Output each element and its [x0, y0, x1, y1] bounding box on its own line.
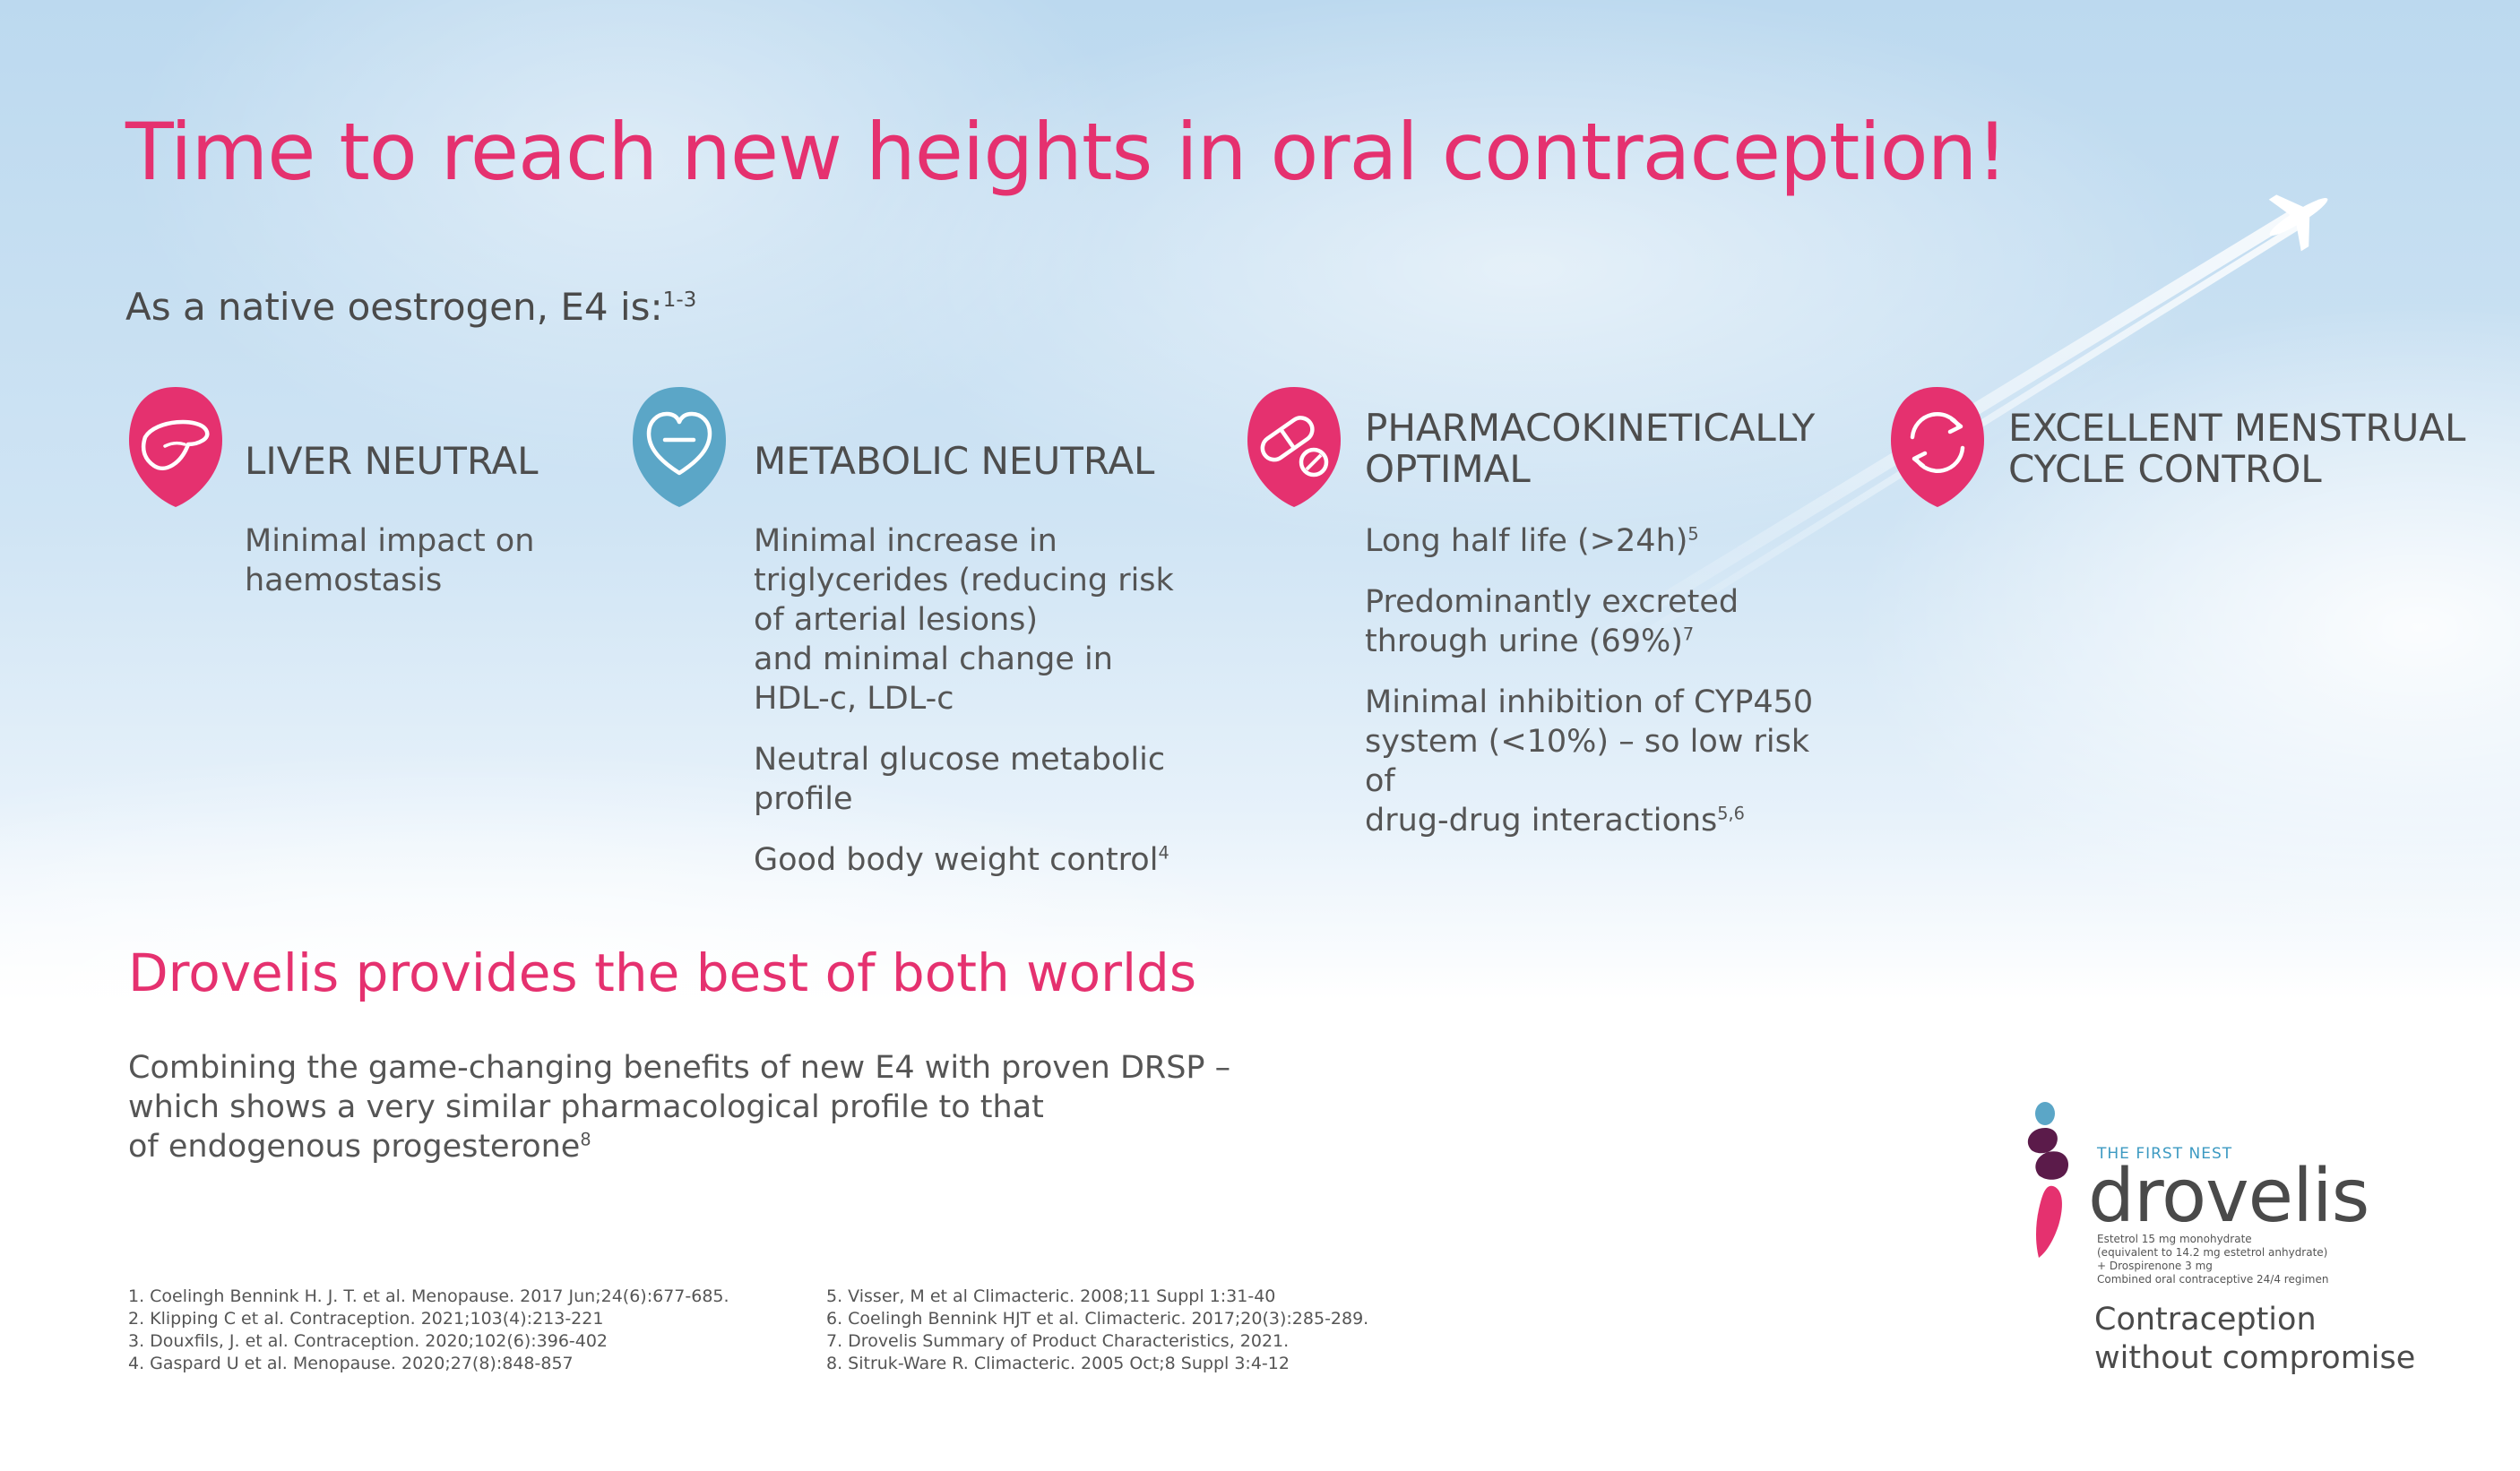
drovelis-logo-mark — [2027, 1102, 2069, 1258]
feature-title-pharmacokinetic: PHARMACOKINETICALLY OPTIMAL — [1365, 406, 1816, 491]
feature-body-liver: Minimal impact on haemostasis — [245, 523, 535, 598]
logo-tagline-small: THE FIRST NEST — [2097, 1145, 2233, 1163]
references-right: 5. Visser, M et al Climacteric. 2008;11 … — [826, 1286, 1368, 1375]
brand-tagline: Contraception without compromise — [2094, 1302, 2416, 1376]
reference-item: 1. Coelingh Bennink H. J. T. et al. Meno… — [128, 1286, 729, 1306]
page-title: Time to reach new heights in oral contra… — [125, 106, 2008, 198]
feature-pharmacokinetically-optimal — [1244, 383, 1344, 514]
feature-cycle-control — [1887, 383, 1988, 514]
logo-wordmark: drovelis — [2088, 1154, 2369, 1239]
feature-liver-neutral — [125, 383, 226, 514]
feature-title-metabolic: METABOLIC NEUTRAL — [754, 439, 1155, 483]
feature-metabolic-neutral — [629, 383, 729, 514]
reference-item: 3. Douxfils, J. et al. Contraception. 20… — [128, 1331, 608, 1351]
liver-icon — [129, 387, 222, 507]
cycle-arrows-icon — [1891, 387, 1984, 507]
heart-minus-icon — [633, 387, 726, 507]
logo-product-info: Estetrol 15 mg monohydrate (equivalent t… — [2097, 1233, 2329, 1286]
reference-item: 5. Visser, M et al Climacteric. 2008;11 … — [826, 1286, 1276, 1306]
feature-body-pharmacokinetic: Long half life (>24h)5 Predominantly exc… — [1365, 523, 1814, 839]
pill-icon — [1247, 387, 1341, 507]
intro-text: As a native oestrogen, E4 is:1-3 — [125, 285, 697, 329]
reference-item: 4. Gaspard U et al. Menopause. 2020;27(8… — [128, 1354, 574, 1373]
reference-item: 6. Coelingh Bennink HJT et al. Climacter… — [826, 1309, 1369, 1329]
references-left: 1. Coelingh Bennink H. J. T. et al. Meno… — [128, 1286, 729, 1375]
reference-item: 2. Klipping C et al. Contraception. 2021… — [128, 1309, 604, 1329]
feature-title-cycle: EXCELLENT MENSTRUAL CYCLE CONTROL — [2008, 406, 2466, 491]
feature-body-metabolic: Minimal increase in triglycerides (reduci… — [754, 523, 1174, 878]
reference-item: 7. Drovelis Summary of Product Character… — [826, 1331, 1290, 1351]
reference-item: 8. Sitruk-Ware R. Climacteric. 2005 Oct;… — [826, 1354, 1290, 1373]
combine-text: Combining the game-changing benefits of … — [128, 1050, 1231, 1165]
sub-headline: Drovelis provides the best of both world… — [128, 942, 1197, 1003]
feature-title-liver: LIVER NEUTRAL — [245, 439, 539, 483]
